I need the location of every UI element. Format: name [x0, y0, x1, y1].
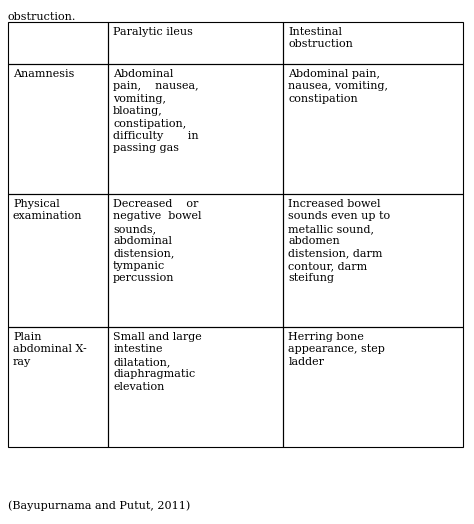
Bar	[108, 22, 283, 64]
Text: Plain
abdominal X-
ray: Plain abdominal X- ray	[13, 332, 87, 367]
Text: Abdominal pain,
nausea, vomiting,
constipation: Abdominal pain, nausea, vomiting, consti…	[288, 69, 388, 104]
Text: obstruction.: obstruction.	[8, 12, 76, 22]
Bar	[283, 64, 463, 194]
Text: Small and large
intestine
dilatation,
diaphragmatic
elevation: Small and large intestine dilatation, di…	[113, 332, 202, 391]
Text: (Bayupurnama and Putut, 2011): (Bayupurnama and Putut, 2011)	[8, 500, 190, 510]
Bar	[108, 194, 283, 327]
Text: Decreased    or
negative  bowel
sounds,
abdominal
distension,
tympanic
percussio: Decreased or negative bowel sounds, abdo…	[113, 199, 201, 283]
Text: Anamnesis: Anamnesis	[13, 69, 74, 79]
Bar	[8, 327, 108, 447]
Bar	[108, 64, 283, 194]
Bar	[8, 194, 108, 327]
Text: Intestinal
obstruction: Intestinal obstruction	[288, 27, 353, 49]
Bar	[283, 327, 463, 447]
Text: Herring bone
appearance, step
ladder: Herring bone appearance, step ladder	[288, 332, 385, 367]
Bar	[8, 22, 108, 64]
Text: Abdominal
pain,    nausea,
vomiting,
bloating,
constipation,
difficulty       in: Abdominal pain, nausea, vomiting, bloati…	[113, 69, 199, 154]
Bar	[108, 327, 283, 447]
Text: Increased bowel
sounds even up to
metallic sound,
abdomen
distension, darm
conto: Increased bowel sounds even up to metall…	[288, 199, 391, 283]
Text: Physical
examination: Physical examination	[13, 199, 82, 222]
Bar	[283, 22, 463, 64]
Bar	[283, 194, 463, 327]
Text: Paralytic ileus: Paralytic ileus	[113, 27, 193, 37]
Bar	[8, 64, 108, 194]
